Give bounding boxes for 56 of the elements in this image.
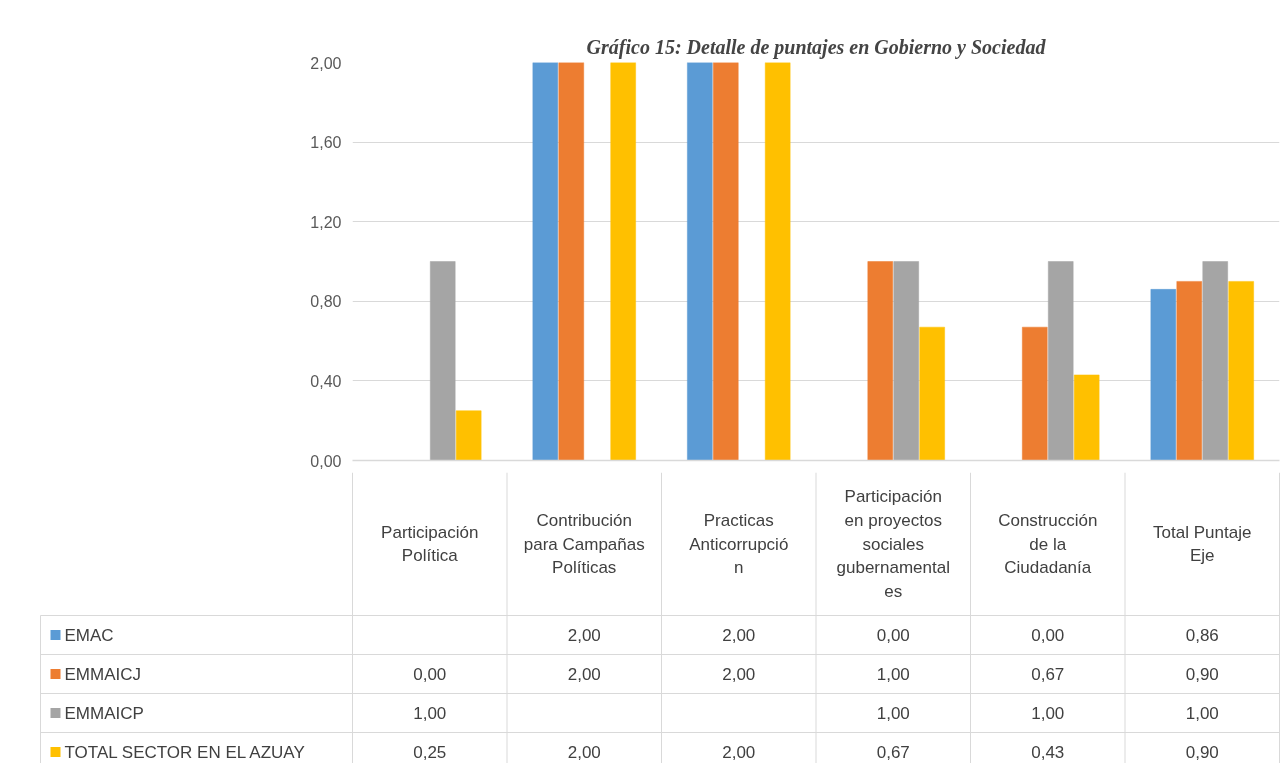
- y-tick-label: 2,00: [310, 54, 342, 72]
- bar: [1150, 289, 1177, 461]
- x-tick-label: Total Puntaje Eje: [1153, 522, 1252, 566]
- data-label: 0,90: [1185, 665, 1219, 684]
- bar: [430, 261, 456, 461]
- bar: [1048, 261, 1074, 461]
- x-tick-label: Construcción de la Ciudadanía: [998, 510, 1098, 578]
- y-tick-label: 0,40: [310, 372, 342, 390]
- data-label: 0,25: [413, 743, 447, 762]
- data-label: 0,00: [876, 626, 910, 645]
- y-tick-label: 0,00: [310, 452, 342, 470]
- bar: [1073, 374, 1100, 461]
- bar: [1228, 281, 1254, 461]
- data-label: 2,00: [722, 626, 756, 645]
- bar: [1176, 281, 1202, 461]
- data-label: 2,00: [722, 665, 756, 684]
- data-label: 0,43: [1031, 743, 1065, 762]
- data-label: 2,00: [567, 743, 601, 762]
- bar: [687, 62, 713, 461]
- chart-title: Gráfico 15: Detalle de puntajes en Gobierno y Sociedad: [586, 35, 1047, 59]
- data-label: 1,00: [876, 704, 910, 723]
- data-label: 0,67: [1031, 665, 1065, 684]
- x-tick-label: Practicas Anticorrupción: [689, 510, 789, 578]
- legend-label: EMAC: [64, 625, 114, 645]
- bar: [893, 261, 919, 461]
- data-label: 2,00: [567, 626, 601, 645]
- data-label: 1,00: [413, 704, 447, 723]
- bar: [764, 62, 791, 461]
- data-label: 1,00: [1031, 704, 1065, 723]
- legend-label: TOTAL SECTOR EN EL AZUAY: [64, 742, 305, 762]
- y-tick-label: 0,80: [310, 293, 342, 311]
- data-label: 1,00: [876, 665, 910, 684]
- data-label: 0,00: [413, 665, 447, 684]
- data-label: 2,00: [722, 743, 756, 762]
- y-tick-label: 1,60: [310, 134, 342, 152]
- legend-label: EMMAICP: [64, 703, 144, 723]
- x-tick-label: Contribución para Campañas Políticas: [523, 510, 645, 578]
- legend-label: EMMAICJ: [64, 664, 141, 684]
- bar: [1202, 261, 1228, 461]
- bar: [558, 62, 584, 461]
- data-label: 0,90: [1185, 743, 1219, 762]
- y-tick-label: 1,20: [310, 213, 342, 231]
- bar: [919, 326, 945, 461]
- bar: [610, 62, 636, 461]
- data-label: 0,00: [1031, 626, 1065, 645]
- bar: [867, 261, 893, 461]
- bar: [1022, 326, 1048, 461]
- x-tick-label: Participación en proyectos sociales gubernamentales: [836, 487, 950, 601]
- data-label: 0,67: [876, 743, 910, 762]
- bar: [713, 62, 739, 461]
- data-label: 0,86: [1185, 626, 1219, 645]
- bar: [455, 410, 482, 461]
- bar: [532, 62, 559, 461]
- data-label: 2,00: [567, 665, 601, 684]
- data-label: 1,00: [1185, 704, 1219, 723]
- x-tick-label: Participación Política: [381, 522, 479, 566]
